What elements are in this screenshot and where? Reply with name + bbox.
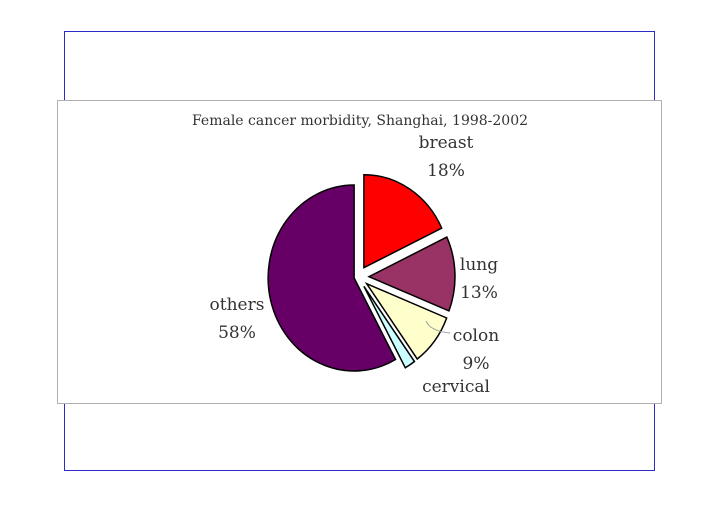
pie-chart: Female cancer morbidity, Shanghai, 1998-… (192, 113, 528, 397)
slice-pct-colon: 9% (463, 354, 490, 374)
chart-area: Female cancer morbidity, Shanghai, 1998-… (57, 100, 662, 404)
slice-label-colon: colon (453, 326, 499, 346)
pie-slice-breast (363, 173, 443, 269)
pie-slice-cervical (363, 285, 416, 369)
slice-pct-lung: 13% (460, 283, 498, 303)
slice-label-breast: breast (419, 133, 474, 153)
chart-title: Female cancer morbidity, Shanghai, 1998-… (192, 113, 528, 129)
slice-label-cervical: cervical (422, 377, 490, 397)
pie-slice-colon (364, 282, 448, 361)
slice-label-others: others (210, 295, 265, 315)
colon-leader-line (425, 320, 451, 334)
slice-pct-breast: 18% (427, 161, 465, 181)
slice-pct-others: 58% (218, 323, 256, 343)
pie-slice-lung (367, 236, 456, 312)
slice-label-lung: lung (460, 255, 498, 275)
pie-slice-others (267, 184, 397, 372)
